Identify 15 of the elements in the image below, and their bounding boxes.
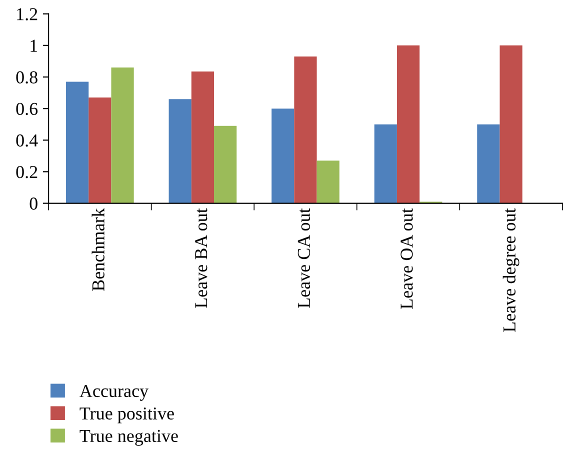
x-tick-label: Leave OA out: [400, 208, 413, 309]
x-tick-label: Benchmark: [92, 208, 104, 291]
x-tick-label: Leave degree out: [502, 208, 520, 332]
legend-label: True positive: [80, 407, 174, 424]
x-tick-label: Leave BA out: [195, 208, 208, 308]
y-tick-label: 0.8: [16, 71, 38, 84]
x-tick-label: Leave CA out: [298, 208, 310, 308]
y-tick-label: 0.4: [16, 134, 38, 147]
legend-label: True negative: [80, 430, 178, 446]
y-tick-label: 1.2: [17, 8, 38, 20]
y-tick-label: 1: [30, 40, 38, 52]
legend-label: Accuracy: [80, 385, 148, 401]
y-tick-label: 0.2: [16, 166, 38, 178]
y-tick-label: 0: [30, 198, 38, 210]
y-tick-label: 0.6: [16, 102, 38, 116]
